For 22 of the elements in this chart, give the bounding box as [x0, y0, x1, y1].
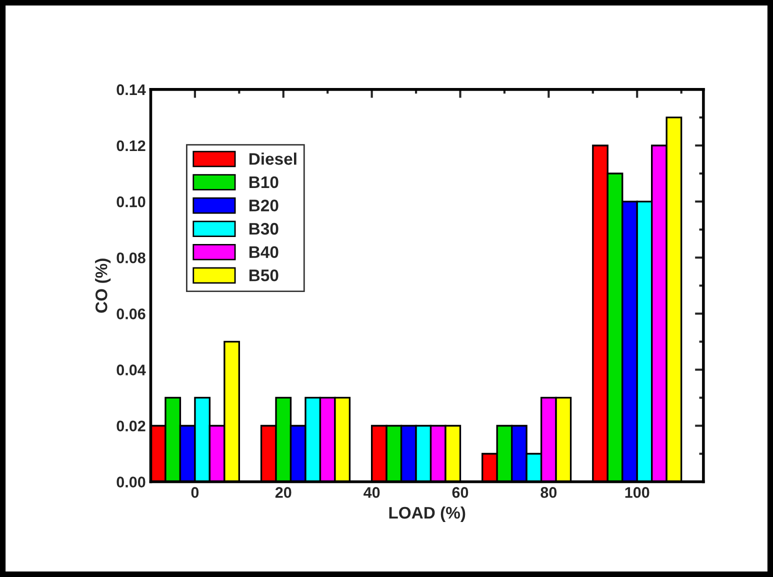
- legend-label: Diesel: [249, 152, 296, 165]
- x-tick-label: 0: [191, 487, 199, 498]
- x-tick-label: 100: [625, 487, 650, 498]
- y-tick-label: 0.14: [116, 84, 146, 96]
- y-tick-label: 0.04: [116, 364, 146, 376]
- legend-label: B50: [249, 270, 278, 282]
- x-tick-label: 20: [275, 487, 292, 498]
- y-tick-label: 0.12: [116, 140, 146, 152]
- y-tick-label: 0.08: [116, 252, 146, 264]
- y-tick-label: 0.00: [116, 476, 146, 488]
- legend-label: B10: [249, 176, 278, 188]
- x-axis-title: LOAD (%): [389, 506, 466, 522]
- legend-label: B30: [249, 222, 278, 235]
- y-axis-title: CO (%): [95, 258, 111, 313]
- x-tick-label: 60: [452, 487, 468, 498]
- legend-label: B20: [249, 200, 278, 212]
- y-tick-label: 0.06: [116, 308, 146, 320]
- y-tick-label: 0.02: [116, 420, 146, 432]
- y-tick-label: 0.10: [116, 196, 146, 208]
- legend-label: B40: [249, 246, 278, 258]
- x-tick-label: 80: [540, 487, 557, 498]
- x-tick-label: 40: [364, 487, 380, 498]
